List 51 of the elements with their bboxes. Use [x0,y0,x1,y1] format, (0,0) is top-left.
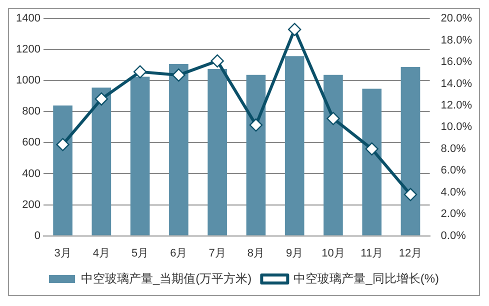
bar [284,56,304,236]
bar [92,88,112,236]
point [288,22,302,36]
x-tick-label: 3月 [54,247,72,260]
y-tick-label: 200 [22,198,40,211]
y2-tick-label: 18.0% [440,34,472,46]
legend-label: 中空玻璃产量_当期值(万平方米) [81,271,252,286]
point [94,92,108,106]
y2-tick-label: 10.0% [440,121,472,134]
y-tick-label: 1000 [16,74,40,87]
y-tick-label: 400 [22,168,40,180]
x-tick-label: 5月 [131,247,149,260]
point [172,68,186,82]
bar [246,74,266,236]
bar [400,67,420,236]
bar [208,69,227,236]
y2-tick-label: 12.0% [440,100,472,112]
x-tick-label: 6月 [170,247,188,260]
bar [324,74,343,236]
bar [53,105,72,236]
y-tick-label: 800 [22,106,40,118]
bar [169,64,188,236]
point [56,138,70,152]
x-tick-label: 7月 [208,247,226,260]
y2-tick-label: 6.0% [440,164,466,177]
x-tick-label: 8月 [247,247,265,260]
point [133,65,147,78]
y2-tick-label: 2.0% [440,208,466,220]
point [326,112,340,126]
legend-label: 中空玻璃产量_同比增长(%) [294,271,440,286]
point [249,118,263,132]
x-tick-label: 10月 [322,247,345,260]
point [365,142,378,156]
bar [130,76,150,236]
y2-tick-label: 14.0% [440,78,472,90]
x-tick-label: 9月 [286,247,304,260]
y2-tick-label: 16.0% [440,56,472,68]
x-tick-label: 4月 [92,247,110,260]
y-tick-label: 600 [22,136,40,149]
y2-tick-label: 0.0% [440,230,466,242]
point [210,54,224,68]
bar [362,88,382,236]
y-tick-label: 0 [34,230,40,242]
y-tick-label: 1400 [16,12,40,25]
x-tick-label: 11月 [360,247,384,260]
y2-tick-label: 4.0% [440,186,466,198]
y2-tick-label: 20.0% [440,12,472,25]
y-tick-label: 1200 [16,44,40,56]
point [404,188,418,202]
x-tick-label: 12月 [398,247,422,260]
y2-tick-label: 8.0% [440,142,466,155]
